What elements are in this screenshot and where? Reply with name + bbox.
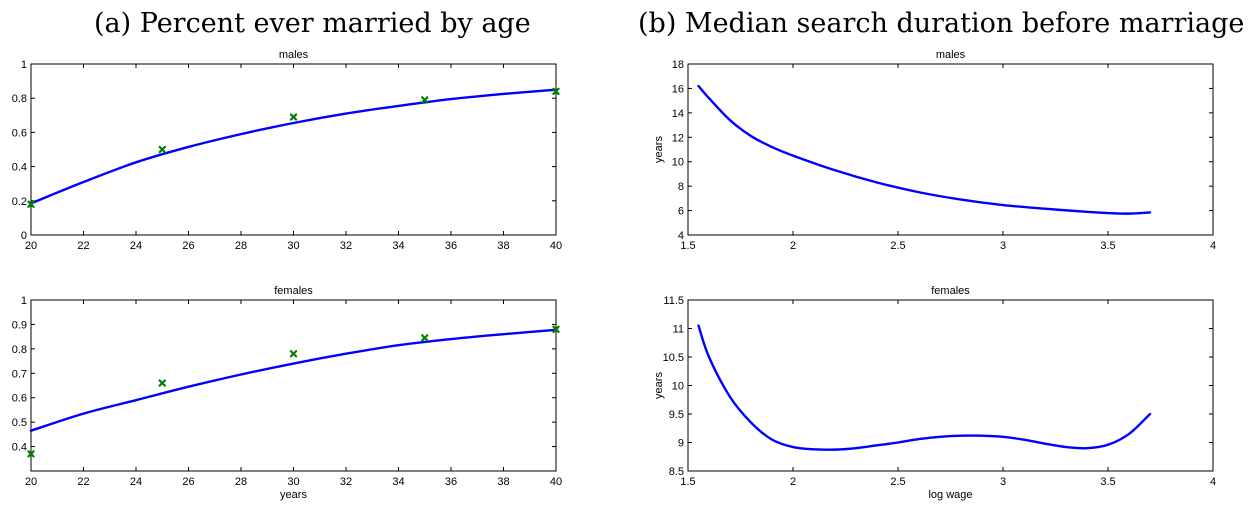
x-tick-label: 3: [1000, 476, 1006, 488]
x-tick-label: 2: [790, 476, 796, 488]
y-tick-label: 0.5: [12, 417, 27, 429]
x-tick-label: 28: [235, 240, 247, 252]
y-tick-label: 10.5: [663, 352, 684, 364]
x-tick-label: 34: [392, 240, 404, 252]
data-point-marker: [27, 200, 35, 208]
x-tick-label: 20: [25, 240, 37, 252]
y-tick-label: 0.7: [12, 368, 27, 380]
y-axis-label: years: [653, 372, 665, 399]
y-tick-label: 14: [672, 108, 684, 120]
y-tick-label: 0: [21, 230, 27, 242]
x-tick-label: 40: [550, 240, 562, 252]
data-point-marker: [289, 113, 298, 121]
data-point-marker: [552, 325, 560, 334]
x-tick-label: 40: [550, 476, 562, 488]
fitted-curve: [697, 324, 1152, 451]
x-tick-label: 2.5: [890, 240, 905, 252]
x-tick-label: 38: [497, 240, 509, 252]
plot-frame: [30, 63, 557, 236]
x-tick-label: 3: [1000, 240, 1006, 252]
plot-frame: [30, 299, 557, 472]
data-point-marker: [27, 450, 35, 458]
y-tick-label: 1: [21, 295, 27, 307]
y-tick-label: 11: [673, 324, 684, 336]
data-point-marker: [158, 145, 166, 154]
data-point-marker: [421, 334, 429, 342]
y-tick-label: 10: [672, 381, 684, 393]
x-tick-label: 2.5: [890, 476, 905, 488]
x-tick-label: 32: [340, 476, 352, 488]
y-tick-label: 10: [672, 157, 684, 169]
x-axis-label: years: [280, 489, 307, 501]
x-tick-label: 1.5: [680, 240, 695, 252]
x-tick-label: 2: [790, 240, 796, 252]
y-tick-label: 0.6: [12, 127, 27, 139]
x-tick-label: 38: [497, 476, 509, 488]
y-tick-label: 0.4: [12, 162, 27, 174]
x-tick-label: 4: [1210, 476, 1216, 488]
x-tick-label: 30: [287, 240, 299, 252]
subplot-title: females: [274, 285, 313, 297]
x-tick-label: 1.5: [680, 476, 695, 488]
x-tick-label: 4: [1210, 240, 1216, 252]
y-tick-label: 0.8: [12, 93, 27, 105]
x-tick-label: 3.5: [1100, 476, 1115, 488]
y-axis-label: years: [653, 136, 665, 163]
y-tick-label: 0.9: [12, 319, 27, 331]
fitted-curve: [29, 88, 558, 205]
x-tick-label: 32: [340, 240, 352, 252]
y-tick-label: 16: [672, 83, 684, 95]
plot-frame: [687, 63, 1214, 236]
y-tick-label: 9.5: [669, 409, 684, 421]
x-tick-label: 34: [392, 476, 404, 488]
fitted-curve: [697, 84, 1152, 215]
chart-a-females: females 20 22 24 26 28 30 32 34 36 38 40 0.4 0.5 0.6 0.…: [12, 285, 562, 501]
subplot-title: males: [936, 49, 966, 61]
subplot-title: males: [279, 49, 309, 61]
x-tick-label: 20: [25, 476, 37, 488]
plot-frame: [687, 299, 1214, 472]
data-point-marker: [158, 379, 166, 387]
x-axis-label: log wage: [928, 489, 972, 501]
y-tick-label: 12: [672, 132, 684, 144]
y-tick-label: 1: [21, 59, 27, 71]
x-tick-label: 26: [182, 240, 194, 252]
right-panel-heading: (b) Median search duration before marria…: [638, 8, 1244, 39]
y-tick-label: 0.2: [12, 196, 27, 208]
data-point-marker: [421, 96, 429, 104]
y-tick-label: 8: [678, 181, 684, 193]
x-tick-label: 26: [182, 476, 194, 488]
y-tick-label: 6: [678, 206, 684, 218]
data-point-marker: [552, 87, 560, 96]
y-tick-label: 11.5: [663, 295, 684, 307]
subplot-title: females: [931, 285, 970, 297]
data-point-marker: [289, 350, 298, 358]
y-tick-label: 0.6: [12, 393, 27, 405]
chart-b-females: females 1.5 2 2.5 3 3.5 4 8.5 9 9.5 10 10.5 11 11.5 lo…: [653, 285, 1216, 501]
x-tick-label: 24: [130, 240, 142, 252]
y-tick-label: 0.8: [12, 344, 27, 356]
y-tick-label: 0.4: [12, 442, 27, 454]
fitted-curve: [29, 328, 558, 432]
x-tick-label: 30: [287, 476, 299, 488]
x-tick-label: 28: [235, 476, 247, 488]
y-tick-label: 9: [678, 438, 684, 450]
x-tick-label: 22: [77, 476, 89, 488]
y-tick-label: 8.5: [669, 466, 684, 478]
chart-b-males: males 1.5 2 2.5 3 3.5 4 4 6 8 10 12 14 16 18 years: [653, 49, 1216, 252]
x-tick-label: 24: [130, 476, 142, 488]
y-tick-label: 4: [678, 230, 684, 242]
x-tick-label: 22: [77, 240, 89, 252]
left-panel-heading: (a) Percent ever married by age: [94, 8, 531, 39]
y-tick-label: 18: [672, 59, 684, 71]
chart-a-males: males 20 22 24 26 28 30 32 34 36 38 40 0 0.2 0.4 0.6 0.8…: [12, 49, 562, 252]
x-tick-label: 36: [445, 240, 457, 252]
x-tick-label: 3.5: [1100, 240, 1115, 252]
x-tick-label: 36: [445, 476, 457, 488]
